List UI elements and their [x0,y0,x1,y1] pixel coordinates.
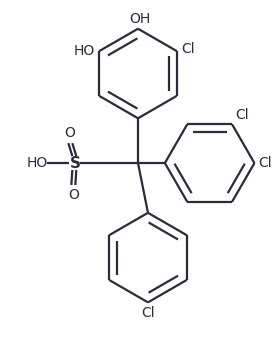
Text: O: O [68,188,79,202]
Text: O: O [64,126,75,140]
Text: Cl: Cl [141,306,155,321]
Text: Cl: Cl [235,108,249,122]
Text: OH: OH [129,12,151,26]
Text: HO: HO [74,44,95,58]
Text: HO: HO [26,156,48,170]
Text: S: S [70,156,81,171]
Text: Cl: Cl [258,156,272,170]
Text: Cl: Cl [181,42,194,56]
